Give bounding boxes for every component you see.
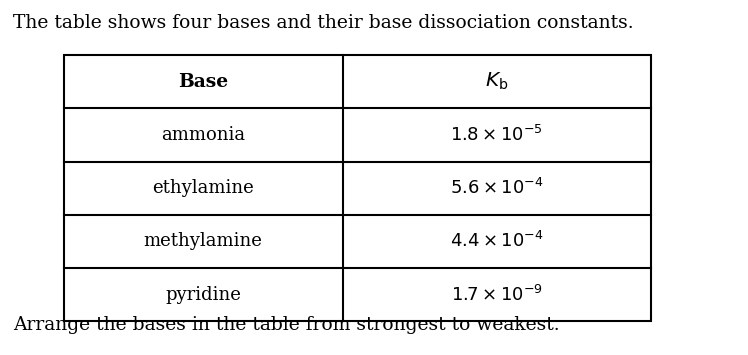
- Text: $1.7 \times 10^{-9}$: $1.7 \times 10^{-9}$: [450, 285, 543, 305]
- Text: Arrange the bases in the table from strongest to weakest.: Arrange the bases in the table from stro…: [13, 316, 560, 334]
- Text: methylamine: methylamine: [144, 233, 263, 250]
- Text: ammonia: ammonia: [161, 126, 245, 144]
- Text: pyridine: pyridine: [165, 286, 241, 304]
- Bar: [64, 55, 651, 321]
- Text: $1.8 \times 10^{-5}$: $1.8 \times 10^{-5}$: [450, 125, 543, 145]
- Text: $4.4 \times 10^{-4}$: $4.4 \times 10^{-4}$: [450, 231, 544, 251]
- Text: The table shows four bases and their base dissociation constants.: The table shows four bases and their bas…: [13, 14, 634, 32]
- Text: ethylamine: ethylamine: [152, 179, 254, 197]
- Text: Base: Base: [178, 73, 228, 91]
- Text: $\mathit{K}_{\rm b}$: $\mathit{K}_{\rm b}$: [485, 71, 509, 92]
- Text: $5.6 \times 10^{-4}$: $5.6 \times 10^{-4}$: [450, 178, 544, 198]
